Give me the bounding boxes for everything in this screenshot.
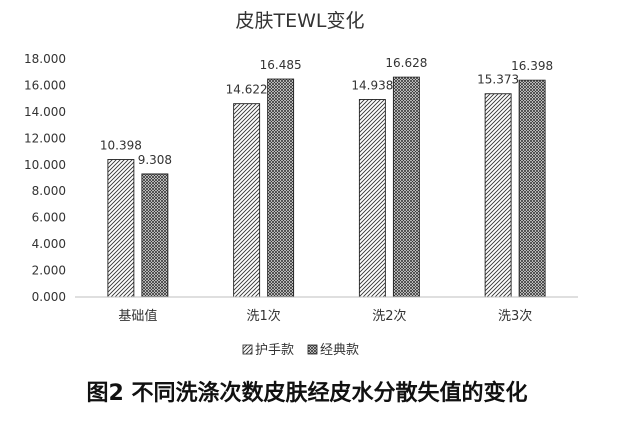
x-category-label: 基础值: [118, 308, 157, 324]
y-tick-label: 4.000: [32, 237, 66, 251]
y-tick-label: 14.000: [24, 105, 66, 119]
bar-series-2-3: [392, 76, 420, 298]
legend-label-series-2: 经典款: [320, 343, 359, 358]
data-label: 14.622: [226, 83, 268, 97]
x-category-label: 洗3次: [498, 308, 532, 324]
bar-series-2-1: [141, 173, 169, 298]
bar-series-1-3: [358, 99, 386, 298]
bar-series-1-2: [233, 103, 261, 298]
legend-label-series-1: 护手款: [255, 343, 294, 358]
data-label: 16.628: [385, 56, 427, 70]
bar-series-2-2: [267, 78, 295, 298]
bar-series-2-4: [518, 79, 546, 298]
data-label: 14.938: [351, 78, 393, 92]
data-label: 15.373: [477, 73, 519, 87]
bars: [107, 76, 546, 298]
y-tick-label: 6.000: [32, 211, 66, 225]
legend: 护手款 经典款: [242, 343, 359, 358]
data-label: 9.308: [138, 153, 172, 167]
y-tick-label: 12.000: [24, 131, 66, 145]
y-axis-ticks: 0.000 2.000 4.000 6.000 8.000 10.000 12.000 14.…: [24, 52, 66, 304]
data-label: 10.398: [100, 139, 142, 153]
data-label: 16.485: [260, 58, 302, 72]
bar-series-1-1: [107, 159, 135, 298]
y-tick-label: 8.000: [32, 184, 66, 198]
figure-caption: 图2 不同洗涤次数皮肤经皮水分散失值的变化: [87, 380, 528, 406]
x-category-label: 洗2次: [372, 308, 406, 324]
data-label: 16.398: [511, 59, 553, 73]
legend-swatch-series-1: [242, 344, 253, 355]
y-tick-label: 16.000: [24, 78, 66, 92]
legend-swatch-series-2: [307, 344, 318, 355]
x-axis-categories: 基础值 洗1次 洗2次 洗3次: [118, 308, 532, 324]
y-tick-label: 2.000: [32, 264, 66, 278]
y-tick-label: 10.000: [24, 158, 66, 172]
chart-title: 皮肤TEWL变化: [236, 10, 365, 32]
x-category-label: 洗1次: [246, 308, 280, 324]
y-tick-label: 0.000: [32, 290, 66, 304]
bar-series-1-4: [484, 93, 512, 298]
y-tick-label: 18.000: [24, 52, 66, 66]
